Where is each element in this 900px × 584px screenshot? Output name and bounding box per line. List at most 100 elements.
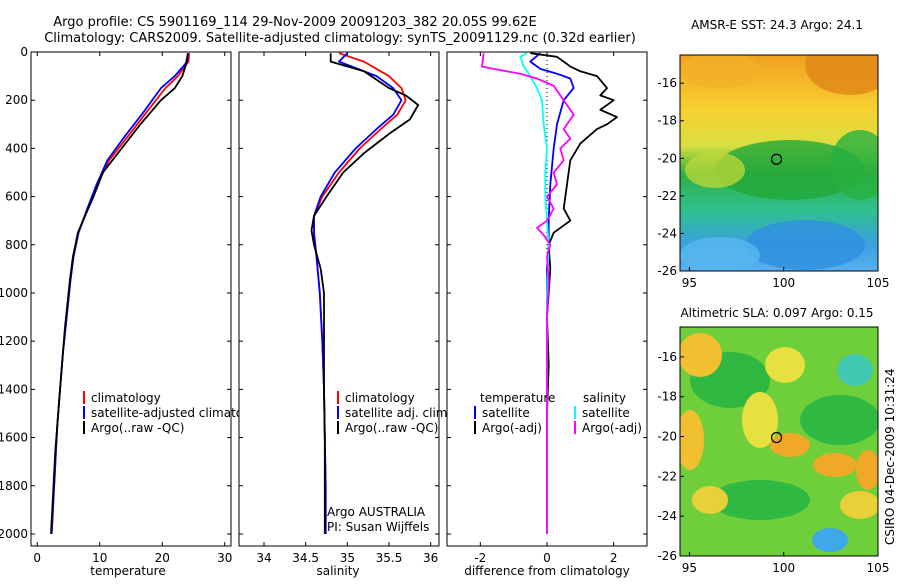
temperature-xlabel: temperature — [90, 564, 165, 578]
sla-high-patch — [813, 453, 857, 477]
y-tick-label: 1400 — [0, 382, 28, 396]
y-tick-label: 0 — [20, 45, 28, 59]
y-tick-label: 1600 — [0, 431, 28, 445]
map-x-tick-label: 100 — [772, 276, 795, 290]
map-x-tick-label: 95 — [682, 276, 697, 290]
x-tick-label: 36 — [423, 551, 438, 565]
x-tick-label: 35.5 — [376, 551, 403, 565]
difference-panel: -2 0 2 difference from climatology tempera… — [446, 51, 648, 578]
map-y-tick-label: -22 — [657, 189, 677, 203]
x-tick-label: 34 — [256, 551, 271, 565]
legend-label-argo: Argo(..raw -QC) — [91, 421, 184, 435]
sla-green-band — [710, 480, 810, 520]
series-line-salinity-argo-adj — [481, 53, 575, 534]
map-y-tick-label: -22 — [657, 469, 677, 483]
salinity-legend: climatology satellite adj. clim. Argo(..… — [337, 391, 451, 435]
difference-xlabel: difference from climatology — [464, 564, 630, 578]
map-y-tick-label: -16 — [657, 76, 677, 90]
sst-yellow-patch — [685, 152, 745, 188]
sst-map-title: AMSR-E SST: 24.3 Argo: 24.1 — [691, 18, 863, 32]
sla-high-patch — [680, 333, 722, 377]
sla-low-patch — [837, 354, 873, 386]
legend-label-satellite-adjusted: satellite-adjusted climatology — [91, 406, 269, 420]
x-tick-label: 10 — [92, 551, 107, 565]
x-tick-label: 34.5 — [292, 551, 319, 565]
credit-argo-australia: Argo AUSTRALIA — [327, 505, 426, 519]
sla-low-patch — [812, 528, 848, 552]
credit-pi-name: PI: Susan Wijffels — [327, 520, 429, 534]
y-tick-label: 1800 — [0, 479, 28, 493]
legend-label-sal-argo: Argo(-adj) — [582, 421, 642, 435]
y-tick-label: 2000 — [0, 527, 28, 541]
sst-cool-core — [715, 140, 865, 200]
sla-high-patch — [765, 347, 805, 383]
argo-location-marker — [770, 153, 783, 165]
map-x-tick-label: 105 — [867, 561, 890, 575]
figure-title-line2: Climatology: CARS2009. Satellite-adjuste… — [44, 31, 636, 46]
sst-warm-patch — [805, 55, 878, 95]
temperature-axes-frame — [30, 51, 232, 547]
y-tick-label: 800 — [5, 238, 28, 252]
sla-green-band — [800, 395, 878, 445]
legend-label-temp-argo: Argo(-adj) — [482, 421, 542, 435]
y-tick-label: 1000 — [0, 286, 28, 300]
figure-title-line1: Argo profile: CS 5901169_114 29-Nov-2009… — [53, 15, 537, 30]
map-y-tick-label: -26 — [657, 549, 677, 563]
map-y-tick-label: -18 — [657, 390, 677, 404]
series-line-argo-raw-qc — [310, 53, 420, 534]
sla-map-panel: Altimetric SLA: 0.097 Argo: 0.15 95 100 10… — [657, 306, 889, 575]
x-tick-label: 0 — [33, 551, 41, 565]
sla-map-frame — [679, 326, 879, 557]
y-tick-label: 200 — [5, 93, 28, 107]
map-y-tick-label: -26 — [657, 264, 677, 278]
map-x-tick-label: 105 — [867, 276, 890, 290]
sla-high-patch — [692, 486, 728, 514]
sla-field — [680, 327, 878, 556]
sla-map-title: Altimetric SLA: 0.097 Argo: 0.15 — [680, 306, 873, 320]
sla-high-patch — [840, 491, 878, 519]
map-y-tick-label: -20 — [657, 430, 677, 444]
series-line-argo-raw-qc — [50, 53, 189, 535]
sst-map-frame — [679, 54, 879, 272]
sla-high-patch — [770, 433, 810, 457]
sst-cold-patch — [680, 237, 760, 271]
legend-label-argo: Argo(..raw -QC) — [345, 421, 438, 435]
y-tick-label: 600 — [5, 190, 28, 204]
sst-cool-core — [830, 130, 878, 200]
legend-label-climatology: climatology — [345, 391, 415, 405]
legend-label-sal-satellite: satellite — [582, 406, 630, 420]
difference-legend: temperature satellite Argo(-adj) salinit… — [474, 391, 642, 435]
legend-header-temperature: temperature — [480, 391, 555, 405]
y-tick-label: 1200 — [0, 334, 28, 348]
sla-high-patch — [680, 410, 704, 470]
x-tick-label: -2 — [474, 551, 486, 565]
sst-warm-patch — [680, 55, 760, 88]
map-y-tick-label: -24 — [657, 226, 677, 240]
x-tick-label: 20 — [155, 551, 170, 565]
sla-high-patch — [742, 392, 778, 448]
legend-label-temp-satellite: satellite — [482, 406, 530, 420]
x-tick-label: 30 — [217, 551, 232, 565]
legend-label-satellite-adj: satellite adj. clim. — [345, 406, 451, 420]
salinity-panel: 34 34.5 35 35.5 36 salinity climatology sate… — [238, 51, 451, 578]
sla-high-patch — [856, 450, 878, 490]
y-tick-label: 400 — [5, 141, 28, 155]
map-x-tick-label: 100 — [772, 561, 795, 575]
x-tick-label: 35 — [340, 551, 355, 565]
legend-header-salinity: salinity — [583, 391, 626, 405]
salinity-axes-frame — [238, 51, 440, 547]
sst-field — [680, 55, 878, 271]
map-y-tick-label: -20 — [657, 151, 677, 165]
sst-map-panel: AMSR-E SST: 24.3 Argo: 24.1 95 100 105 -16 -… — [657, 18, 890, 290]
sst-cold-patch — [745, 220, 865, 270]
map-y-tick-label: -16 — [657, 350, 677, 364]
temperature-legend: climatology satellite-adjusted climatolo… — [83, 391, 269, 435]
map-y-tick-label: -18 — [657, 114, 677, 128]
temperature-panel: 0 10 20 30 0 200 400 600 800 1000 1200 1400 1600 1800… — [0, 45, 269, 578]
argo-location-marker — [770, 431, 783, 444]
x-tick-label: 0 — [543, 551, 551, 565]
map-x-tick-label: 95 — [682, 561, 697, 575]
salinity-xlabel: salinity — [316, 564, 359, 578]
